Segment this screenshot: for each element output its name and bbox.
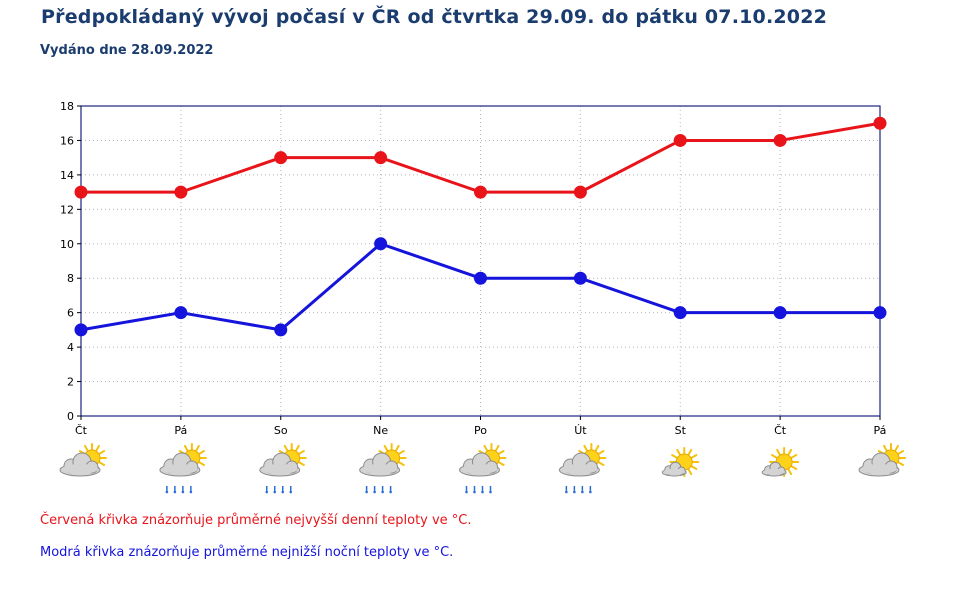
y-tick-label: 18 — [60, 100, 74, 113]
y-tick-label: 2 — [67, 376, 74, 389]
data-point-min — [74, 323, 88, 337]
x-tick-label: St — [675, 424, 687, 437]
data-point-max — [74, 185, 88, 199]
partly-sunny-rain-icon — [558, 443, 607, 494]
data-point-min — [673, 306, 687, 320]
y-tick-label: 10 — [60, 238, 74, 251]
plot-frame — [80, 105, 881, 417]
x-tick-label: Pá — [174, 424, 187, 437]
x-tick-label: Út — [574, 424, 587, 437]
legend-note-max: Červená křivka znázorňuje průměrné nejvy… — [40, 513, 472, 528]
data-point-min — [873, 306, 887, 320]
x-tick-label: Čt — [75, 424, 88, 437]
y-tick-label: 12 — [60, 203, 74, 216]
data-point-max — [174, 185, 188, 199]
y-tick-label: 0 — [67, 410, 74, 423]
series-line-max — [81, 121, 881, 194]
partly-sunny-rain-icon — [459, 443, 507, 494]
data-point-min — [773, 306, 787, 320]
data-point-min — [274, 323, 288, 337]
x-tick-label: Pá — [874, 424, 887, 437]
y-tick-label: 14 — [60, 169, 74, 182]
sunny-icon — [761, 447, 800, 477]
data-point-min — [374, 237, 388, 251]
data-point-max — [274, 151, 288, 165]
temperature-chart: 0 2 4 6 8 10 12 14 16 18 Čt Pá So Ne Po Út St Čt Pá — [59, 100, 906, 494]
partly-sunny-rain-icon — [359, 443, 407, 494]
data-point-min — [573, 271, 587, 285]
data-point-max — [374, 151, 388, 165]
legend-note-min: Modrá křivka znázorňuje průměrné nejnižš… — [40, 545, 454, 560]
y-tick-label: 8 — [67, 272, 74, 285]
x-tick-label: Po — [474, 424, 487, 437]
data-point-max — [474, 185, 487, 199]
y-tick-label: 6 — [67, 307, 74, 320]
x-tick-label: Ne — [373, 424, 388, 437]
partly-sunny-icon — [858, 443, 906, 477]
data-point-max — [773, 133, 787, 147]
partly-sunny-rain-icon — [259, 443, 307, 494]
x-tick-label: So — [274, 424, 288, 437]
data-point-max — [873, 116, 887, 130]
data-point-min — [474, 271, 487, 285]
partly-sunny-icon — [59, 443, 107, 477]
data-point-min — [174, 306, 188, 320]
issue-date: Vydáno dne 28.09.2022 — [40, 43, 214, 58]
y-tick-label: 16 — [60, 134, 74, 147]
x-tick-label: Čt — [774, 424, 787, 437]
sunny-icon — [661, 447, 700, 477]
y-tick-label: 4 — [67, 341, 74, 354]
page-title: Předpokládaný vývoj počasí v ČR od čtvrt… — [41, 6, 828, 28]
partly-sunny-rain-icon — [159, 443, 207, 494]
data-point-max — [573, 185, 587, 199]
data-point-max — [673, 133, 687, 147]
